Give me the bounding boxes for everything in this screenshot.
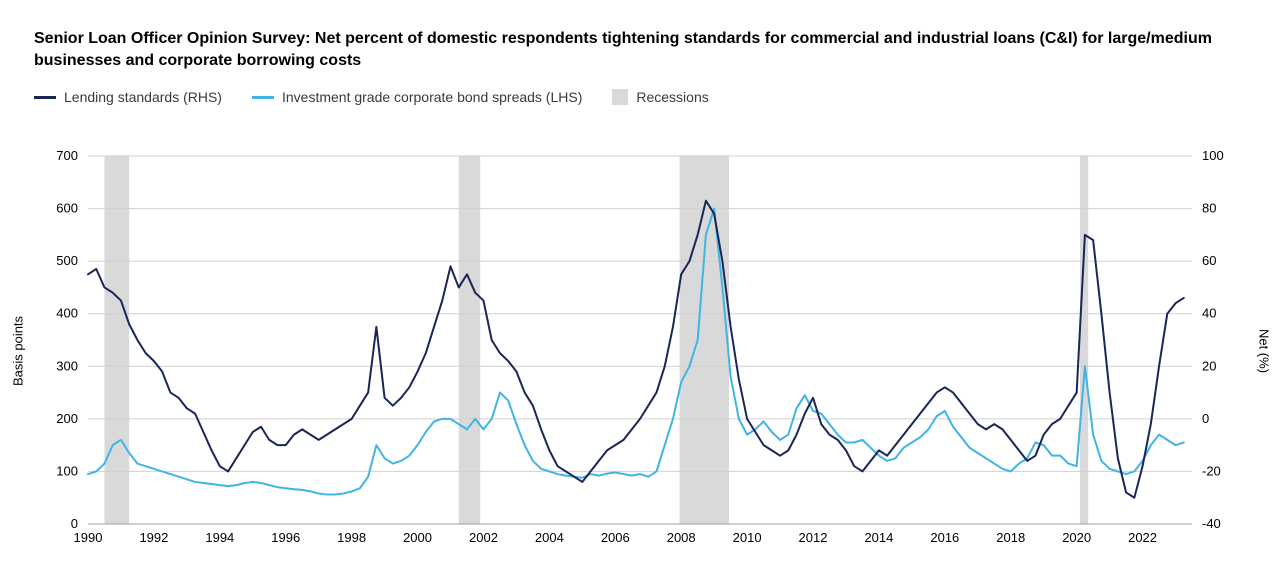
chart-title: Senior Loan Officer Opinion Survey: Net … [34,28,1214,71]
y-right-tick-label: -40 [1202,516,1221,531]
x-tick-label: 2012 [799,530,828,545]
recession-band [104,156,129,524]
x-tick-label: 1998 [337,530,366,545]
y-left-tick-label: 100 [56,463,78,478]
legend-label: Lending standards (RHS) [64,89,222,105]
y-right-tick-label: 0 [1202,411,1209,426]
x-tick-label: 2002 [469,530,498,545]
legend-label: Investment grade corporate bond spreads … [282,89,582,105]
legend-label: Recessions [636,89,708,105]
legend-swatch-line [34,96,56,99]
x-tick-label: 2018 [996,530,1025,545]
legend-swatch-rect [612,89,628,105]
recession-band [1080,156,1088,524]
x-tick-label: 2020 [1062,530,1091,545]
y-right-tick-label: -20 [1202,463,1221,478]
legend-item-lending-standards: Lending standards (RHS) [34,89,222,105]
x-tick-label: 1990 [74,530,103,545]
series-line-lending-standards [88,201,1184,498]
y-right-axis-label: Net (%) [1257,329,1272,373]
y-left-tick-label: 500 [56,253,78,268]
legend-item-recessions: Recessions [612,89,708,105]
x-tick-label: 2004 [535,530,564,545]
y-right-tick-label: 80 [1202,201,1216,216]
y-right-tick-label: 60 [1202,253,1216,268]
y-left-tick-label: 400 [56,306,78,321]
chart-legend: Lending standards (RHS) Investment grade… [34,89,1246,105]
y-right-tick-label: 20 [1202,358,1216,373]
y-left-tick-label: 700 [56,148,78,163]
x-tick-label: 2022 [1128,530,1157,545]
legend-swatch-line [252,96,274,99]
x-tick-label: 2006 [601,530,630,545]
y-left-tick-label: 600 [56,201,78,216]
y-right-tick-label: 40 [1202,306,1216,321]
x-tick-label: 2014 [864,530,893,545]
x-tick-label: 2008 [667,530,696,545]
x-tick-label: 2016 [930,530,959,545]
x-tick-label: 2010 [733,530,762,545]
x-tick-label: 2000 [403,530,432,545]
x-tick-label: 1992 [139,530,168,545]
chart-svg: 0 100 200 300 400 500 600 700 -40 -20 0 20 40 60 80 100… [34,150,1246,552]
y-left-tick-label: 0 [71,516,78,531]
x-tick-label: 1996 [271,530,300,545]
y-right-tick-label: 100 [1202,148,1224,163]
chart-plot-area: Basis points Net (%) 0100200300400500600… [34,150,1246,552]
y-left-tick-label: 200 [56,411,78,426]
legend-item-ig-spreads: Investment grade corporate bond spreads … [252,89,582,105]
recession-band [459,156,480,524]
x-tick-label: 1994 [205,530,234,545]
y-left-axis-label: Basis points [11,316,26,386]
y-left-tick-label: 300 [56,358,78,373]
